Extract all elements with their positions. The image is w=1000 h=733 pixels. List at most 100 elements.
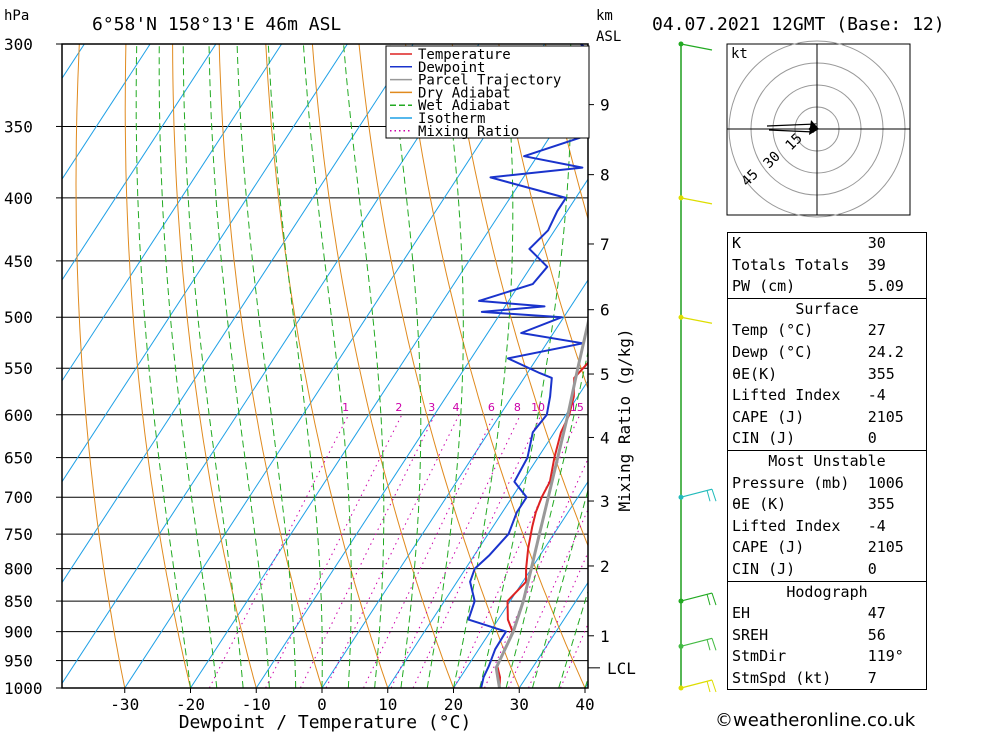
pressure-label: 850 — [4, 592, 33, 611]
hodo-row: StmSpd (kt) 7 — [728, 668, 926, 690]
km-tick-label: 1 — [600, 627, 610, 646]
parcel-trajectory-profile — [494, 316, 588, 688]
asl-unit-label: ASL — [596, 29, 621, 45]
isotherm-line — [321, 279, 588, 688]
dewpoint-profile — [467, 44, 588, 688]
temperature-tick-label: -20 — [176, 695, 205, 714]
pressure-label: 900 — [4, 623, 33, 642]
general-indices-box: K 30 Totals Totals 39 PW (cm) 5.09 — [727, 232, 927, 299]
hodo-row: EH 47 — [728, 603, 926, 625]
pressure-label: 350 — [4, 117, 33, 136]
hodo-row: StmDir 119° — [728, 646, 926, 668]
temperature-tick-label: 40 — [575, 695, 594, 714]
mixing-ratio-label: 10 — [531, 401, 545, 414]
wind-barb-flag — [711, 638, 717, 651]
general-key: PW (cm) — [732, 277, 796, 296]
isotherm-line — [453, 480, 588, 688]
surface-row: CAPE (J) 2105 — [728, 407, 926, 429]
plot-frame — [61, 43, 589, 689]
temperature-tick-label: 10 — [378, 695, 397, 714]
wet-adiabat — [453, 44, 514, 688]
unstable-row: CAPE (J) 2105 — [728, 537, 926, 559]
wet-adiabat — [267, 44, 323, 688]
unstable-key: Lifted Index — [732, 516, 841, 535]
unstable-value: 2105 — [867, 538, 904, 557]
most-unstable-box: Most Unstable Pressure (mb) 1006 θE (K) 355… — [727, 449, 927, 582]
surface-row: Lifted Index -4 — [728, 385, 926, 407]
hodo-value: 7 — [867, 668, 877, 687]
wet-adiabat — [531, 488, 588, 688]
surface-row: θE(K) 355 — [728, 364, 926, 386]
pressure-label: 700 — [4, 488, 33, 507]
hodograph-trace — [766, 123, 817, 133]
mixing-ratio-line — [325, 414, 460, 688]
temperature-tick-label: 20 — [444, 695, 463, 714]
surface-row: Temp (°C) 27 — [728, 320, 926, 342]
unstable-key: Pressure (mb) — [732, 473, 850, 492]
hodo-key: StmSpd (kt) — [732, 668, 832, 687]
mixing-ratio-label: 1 — [342, 401, 349, 414]
wet-adiabat — [558, 589, 588, 688]
wet-adiabat — [389, 44, 422, 688]
mixing-ratio-line — [265, 414, 403, 688]
wind-barb-flag — [711, 592, 717, 606]
surface-value: -4 — [867, 386, 886, 405]
dry-adiabat — [405, 44, 586, 688]
surface-key: Dewp (°C) — [732, 342, 814, 361]
km-unit-label: km — [596, 8, 613, 24]
wet-adiabat — [182, 44, 244, 688]
pressure-label: 600 — [4, 406, 33, 425]
legend-entry: Temperature — [418, 47, 511, 63]
dry-adiabat — [75, 44, 126, 688]
datetime-title: 04.07.2021 12GMT (Base: 12) — [652, 14, 945, 35]
wind-barb-flag — [711, 489, 717, 502]
mixing-ratio-axis-title: Mixing Ratio (g/kg) — [615, 328, 634, 511]
wind-barb-flag — [706, 639, 711, 651]
surface-key: Temp (°C) — [732, 321, 814, 340]
lcl-label: LCL — [607, 659, 636, 678]
hodograph-title: Hodograph — [786, 582, 868, 601]
wet-adiabat — [505, 349, 588, 688]
surface-value: 355 — [867, 364, 895, 383]
isotherm-line — [255, 178, 588, 688]
surface-value: 0 — [867, 429, 877, 448]
hodograph-indices-box: Hodograph EH 47 SREH 56 StmDir 119° StmSpd (kt… — [727, 580, 927, 691]
unstable-value: 0 — [867, 559, 877, 578]
dry-adiabat — [124, 44, 191, 688]
isotherm-line — [124, 44, 546, 688]
wet-adiabat — [236, 44, 297, 688]
wet-adiabat — [302, 44, 352, 688]
temperature-tick-label: -30 — [110, 695, 139, 714]
km-tick-label: 6 — [600, 301, 610, 320]
legend-entry: Dry Adiabat — [418, 85, 511, 101]
wind-barb-flag — [711, 679, 717, 693]
wet-adiabat — [426, 44, 464, 688]
wet-adiabat — [208, 44, 270, 688]
dry-adiabat — [358, 44, 520, 688]
legend-box — [385, 45, 590, 139]
hodo-value: 47 — [867, 604, 886, 623]
pressure-label: 950 — [4, 652, 33, 671]
plot-area: 1 2 3 4 6 8 10 15 20 25 — [62, 44, 612, 688]
general-value: 39 — [867, 255, 886, 274]
mixing-ratio-label: 4 — [452, 401, 459, 414]
pressure-label: 550 — [4, 359, 33, 378]
temperature-tick-label: -10 — [242, 695, 271, 714]
mixing-ratio-line — [208, 414, 350, 688]
wet-adiabat — [158, 44, 218, 688]
general-key: Totals Totals — [732, 255, 850, 274]
surface-key: CAPE (J) — [732, 407, 805, 426]
hodo-key: EH — [732, 604, 751, 623]
pressure-label: 800 — [4, 560, 33, 579]
km-tick-label: 3 — [600, 492, 610, 511]
unstable-row: CIN (J) 0 — [728, 559, 926, 581]
hodo-row: SREH 56 — [728, 625, 926, 647]
wet-adiabat — [343, 44, 385, 688]
mixing-ratio-label: 20 — [598, 401, 612, 414]
wind-barb-flag — [706, 593, 711, 606]
hodo-value: 119° — [867, 647, 904, 666]
isotherm-line — [62, 44, 348, 483]
pressure-label: 300 — [4, 35, 33, 54]
km-tick-label: 4 — [600, 428, 610, 447]
